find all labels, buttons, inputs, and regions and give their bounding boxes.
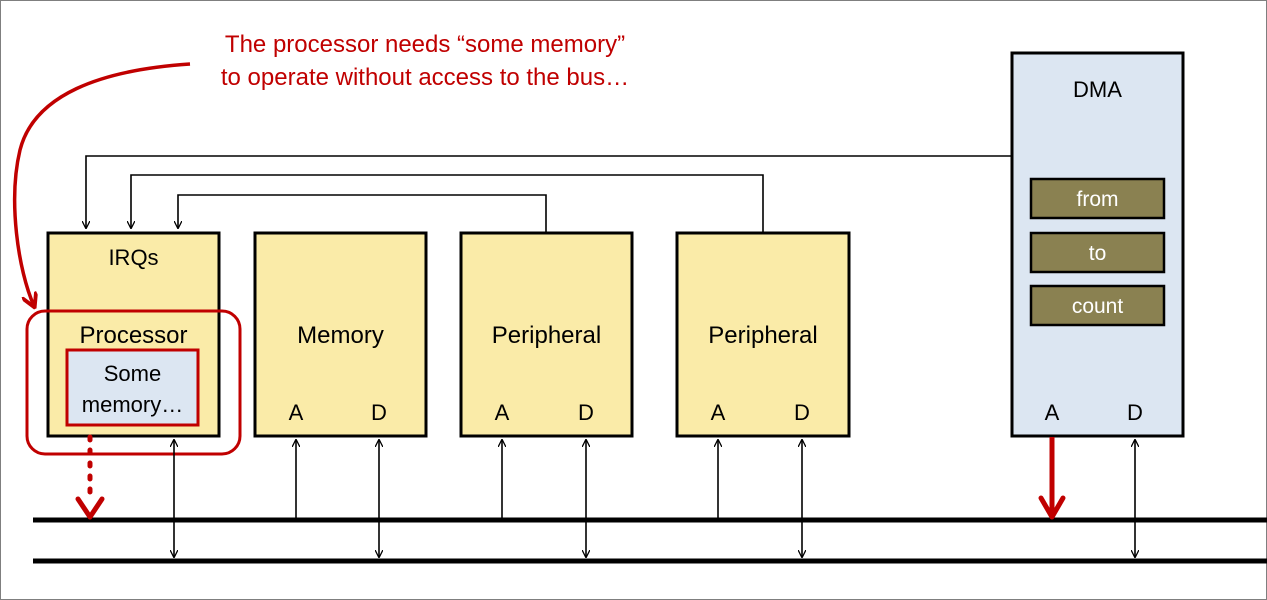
dma-register-to-label: to bbox=[1089, 242, 1107, 265]
annotation-line-1: The processor needs “some memory” bbox=[225, 31, 625, 58]
irq-line-peripheral-1 bbox=[178, 194, 547, 233]
irq-line-peripheral-2 bbox=[131, 174, 764, 233]
annotation-arrow bbox=[12, 62, 191, 306]
peripheral-2-data-port-label: D bbox=[794, 400, 810, 425]
dma-address-drive-arrowhead bbox=[1038, 495, 1066, 520]
dma-label: DMA bbox=[1073, 77, 1122, 102]
peripheral-1-label: Peripheral bbox=[492, 322, 601, 349]
peripheral-2-address-port-label: A bbox=[711, 400, 726, 425]
memory-label: Memory bbox=[297, 322, 384, 349]
memory-box bbox=[253, 231, 428, 438]
dma-register-count bbox=[1029, 284, 1166, 327]
peripheral-1-module: Peripheral A D bbox=[459, 231, 634, 438]
peripheral-1-data-port-label: D bbox=[578, 400, 594, 425]
dma-register-count-label: count bbox=[1072, 295, 1124, 318]
processor-no-bus-arrowhead bbox=[75, 496, 105, 520]
processor-highlight-outline bbox=[25, 309, 242, 456]
some-memory-line-2: memory… bbox=[82, 392, 183, 417]
peripheral-1-box bbox=[459, 231, 634, 438]
annotation-line-2: to operate without access to the bus… bbox=[221, 64, 629, 91]
dma-register-to bbox=[1029, 231, 1166, 274]
some-memory-line-1: Some bbox=[104, 361, 161, 386]
peripheral-2-box bbox=[675, 231, 851, 438]
irq-label: IRQs bbox=[108, 245, 158, 270]
dma-data-port-label: D bbox=[1127, 400, 1143, 425]
memory-module: Memory A D bbox=[253, 231, 428, 438]
peripheral-1-address-port-label: A bbox=[495, 400, 510, 425]
dma-address-port-label: A bbox=[1045, 400, 1060, 425]
cpu-module: IRQs Processor Some memory… bbox=[46, 231, 221, 438]
dma-register-from-label: from bbox=[1077, 188, 1119, 211]
memory-data-port-label: D bbox=[371, 400, 387, 425]
dma-register-from bbox=[1029, 177, 1166, 220]
peripheral-2-module: Peripheral A D bbox=[675, 231, 851, 438]
peripheral-2-label: Peripheral bbox=[708, 322, 817, 349]
memory-address-port-label: A bbox=[289, 400, 304, 425]
irq-line-dma bbox=[86, 155, 1012, 228]
processor-label: Processor bbox=[79, 322, 187, 349]
some-memory-box bbox=[65, 348, 200, 427]
dma-module: DMA from to count A D bbox=[1010, 51, 1185, 438]
